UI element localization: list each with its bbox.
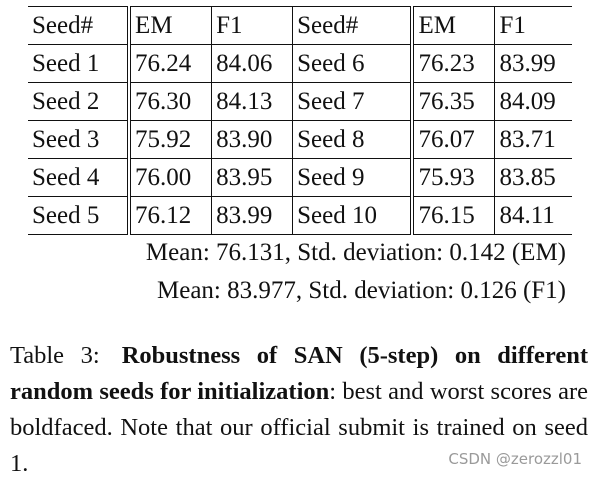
cell-seed-a: Seed 5: [28, 196, 130, 235]
table-row: Seed 5 76.12 83.99 Seed 10 76.15 84.11: [28, 196, 572, 235]
cell-f1-b: 84.11: [494, 196, 572, 235]
cell-seed-b: Seed 10: [292, 196, 413, 235]
cell-seed-b: Seed 9: [292, 158, 413, 197]
header-f1-b: F1: [494, 6, 572, 45]
cell-em-a: 76.12: [127, 196, 212, 235]
table-row: Seed 2 76.30 84.13 Seed 7 76.35 84.09: [28, 82, 572, 121]
cell-em-b: 75.93: [410, 158, 495, 197]
cell-em-b: 76.07: [410, 120, 495, 159]
cell-em-a: 76.00: [127, 158, 212, 197]
cell-em-a: 76.24: [127, 44, 212, 83]
cell-f1-a: 84.06: [211, 44, 293, 83]
cell-seed-a: Seed 3: [28, 120, 130, 159]
summary-f1: Mean: 83.977, Std. deviation: 0.126 (F1): [157, 277, 566, 304]
cell-em-b: 76.15: [410, 196, 495, 235]
header-f1-a: F1: [211, 6, 293, 45]
cell-seed-b: Seed 8: [292, 120, 413, 159]
cell-f1-b: 84.09: [494, 82, 572, 121]
header-em-a: EM: [127, 6, 212, 45]
table-row: Seed 1 76.24 84.06 Seed 6 76.23 83.99: [28, 44, 572, 83]
cell-f1-a: 83.90: [211, 120, 293, 159]
caption-label: Table 3:: [10, 342, 100, 369]
cell-seed-b: Seed 6: [292, 44, 413, 83]
header-seed-b: Seed#: [292, 6, 413, 45]
cell-seed-b: Seed 7: [292, 82, 413, 121]
cell-em-b: 76.23: [410, 44, 495, 83]
cell-em-a: 76.30: [127, 82, 212, 121]
table-row: Seed 3 75.92 83.90 Seed 8 76.07 83.71: [28, 120, 572, 159]
table-row: Seed 4 76.00 83.95 Seed 9 75.93 83.85: [28, 158, 572, 197]
cell-f1-b: 83.85: [494, 158, 572, 197]
header-em-b: EM: [410, 6, 495, 45]
caption-rest-text: : best and worst scores are boldfaced. N…: [10, 378, 588, 477]
cell-seed-a: Seed 4: [28, 158, 130, 197]
results-table-container: Seed# EM F1 Seed# EM F1 Seed 1 76.24 84.06…: [28, 6, 572, 235]
table-body: Seed 1 76.24 84.06 Seed 6 76.23 83.99 Seed 2 76…: [28, 44, 572, 235]
cell-seed-a: Seed 1: [28, 44, 130, 83]
cell-f1-a: 83.95: [211, 158, 293, 197]
watermark: CSDN @zerozzl01: [446, 450, 584, 468]
cell-em-b: 76.35: [410, 82, 495, 121]
cell-em-a: 75.92: [127, 120, 212, 159]
caption-bold-text: Robustness of SAN (5-step) on different …: [10, 342, 588, 405]
cell-f1-b: 83.99: [494, 44, 572, 83]
table-caption: Table 3: Robustness of SAN (5-step) on di…: [10, 338, 588, 482]
header-seed-a: Seed#: [28, 6, 130, 45]
cell-f1-a: 83.99: [211, 196, 293, 235]
cell-f1-b: 83.71: [494, 120, 572, 159]
summary-em: Mean: 76.131, Std. deviation: 0.142 (EM): [145, 239, 566, 266]
cell-seed-a: Seed 2: [28, 82, 130, 121]
results-table: Seed# EM F1 Seed# EM F1 Seed 1 76.24 84.06…: [28, 6, 572, 235]
table-header-row: Seed# EM F1 Seed# EM F1: [28, 6, 572, 45]
cell-f1-a: 84.13: [211, 82, 293, 121]
